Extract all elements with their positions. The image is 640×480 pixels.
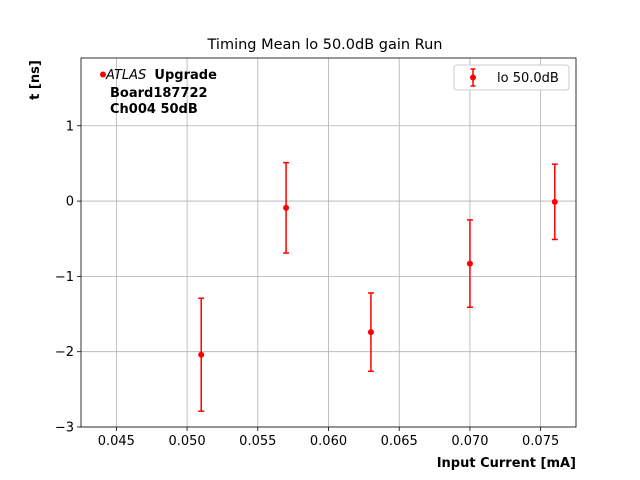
y-tick-label: −3 xyxy=(55,421,74,436)
data-point xyxy=(283,161,290,254)
annotation-title: ATLAS Upgrade xyxy=(105,68,217,83)
atlas-annotation: ATLAS Upgrade Board187722 Ch004 50dB xyxy=(100,68,217,117)
x-tick-label: 0.055 xyxy=(239,434,276,449)
marker xyxy=(551,198,558,205)
x-tick-label: 0.075 xyxy=(522,434,559,449)
x-tick-label: 0.070 xyxy=(451,434,488,449)
legend-box xyxy=(453,64,570,91)
marker xyxy=(198,351,205,358)
x-ticks: 0.045 0.050 0.055 0.060 0.065 0.070 0.075 xyxy=(98,427,559,449)
y-tick-label: 1 xyxy=(66,119,74,134)
annotation-marker xyxy=(100,71,106,78)
annotation-upgrade: Upgrade xyxy=(154,68,217,83)
data-points xyxy=(198,161,558,412)
marker xyxy=(367,329,374,336)
y-tick-label: −2 xyxy=(55,345,74,360)
y-axis-label: t [ns] xyxy=(28,60,43,100)
data-point xyxy=(551,163,558,241)
data-point xyxy=(367,292,374,373)
x-tick-label: 0.050 xyxy=(168,434,205,449)
x-axis-label: Input Current [mA] xyxy=(437,456,576,471)
annotation-board: Board187722 xyxy=(110,86,208,101)
annotation-atlas: ATLAS xyxy=(105,68,146,83)
data-point xyxy=(466,219,473,309)
y-tick-label: −1 xyxy=(55,270,74,285)
x-tick-label: 0.065 xyxy=(381,434,418,449)
marker xyxy=(283,204,290,211)
annotation-channel: Ch004 50dB xyxy=(110,102,198,117)
x-tick-label: 0.045 xyxy=(98,434,135,449)
chart-title: Timing Mean lo 50.0dB gain Run xyxy=(207,37,443,53)
legend: lo 50.0dB xyxy=(453,64,570,91)
legend-marker xyxy=(470,74,476,81)
plot-frame xyxy=(80,57,577,428)
x-tick-label: 0.060 xyxy=(310,434,347,449)
data-point xyxy=(198,297,205,412)
y-tick-label: 0 xyxy=(66,195,74,210)
marker xyxy=(466,260,473,267)
y-ticks: −3 −2 −1 0 1 xyxy=(55,119,81,436)
legend-label: lo 50.0dB xyxy=(497,71,559,86)
